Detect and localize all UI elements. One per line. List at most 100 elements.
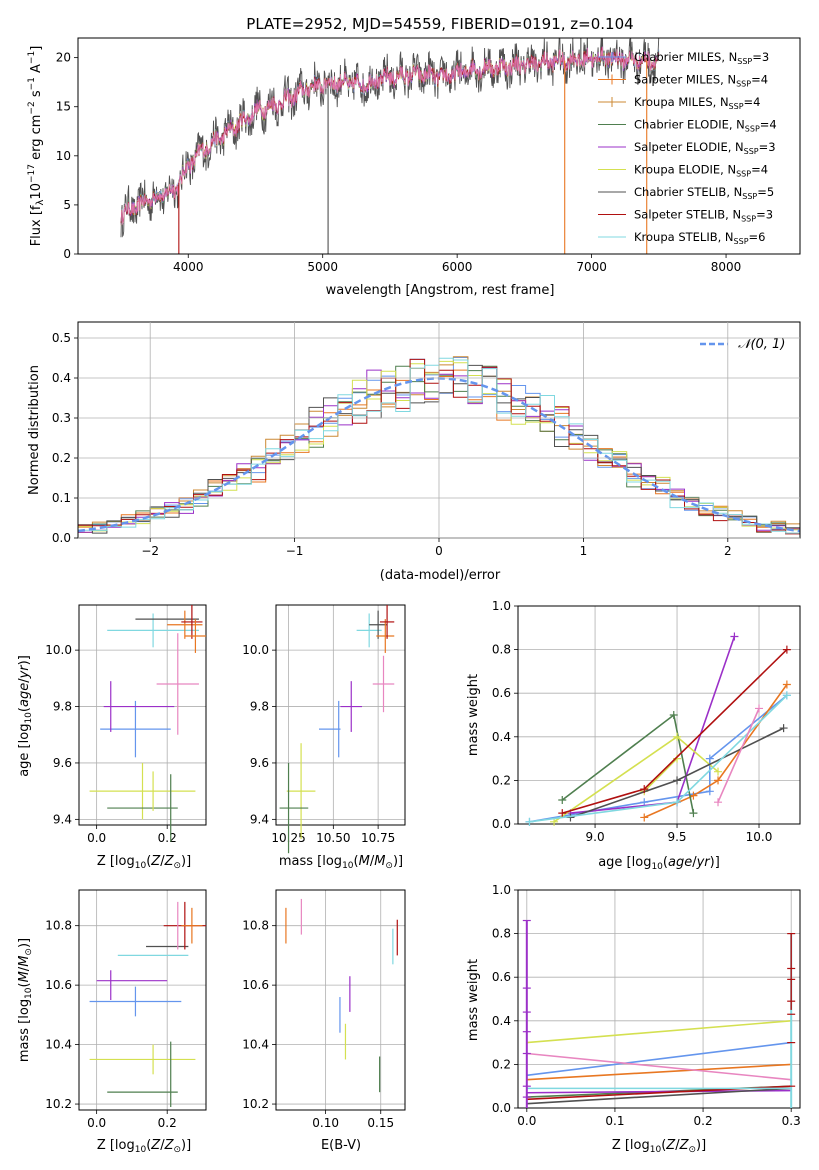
- spectrum-xlabel: wavelength [Angstrom, rest frame]: [326, 283, 555, 298]
- mass-EBV-ytick-label: 10.8: [242, 919, 269, 933]
- mass-Z-frame: [78, 889, 207, 1111]
- legend-marker: [607, 97, 617, 107]
- age-mass-frame: [275, 604, 406, 826]
- age-Z-frame: [78, 604, 207, 826]
- mass-EBV-ytick-label: 10.4: [242, 1038, 269, 1052]
- weight-age-series: [561, 713, 695, 814]
- residuals-xtick-label: −2: [141, 544, 159, 558]
- weight-age-ylabel: mass weight: [466, 674, 481, 756]
- weight-Z-ylabel: mass weight: [466, 959, 481, 1041]
- weight-age-ytick-label: 0.8: [492, 643, 511, 657]
- age-mass-ytick-label: 9.6: [250, 756, 269, 770]
- residuals-xtick-label: 2: [724, 544, 732, 558]
- weight-Z-series: [526, 1052, 792, 1081]
- weight-age-series: [643, 758, 678, 792]
- spectrum-xtick-label: 7000: [576, 260, 607, 274]
- weight-age-frame: [517, 605, 801, 825]
- weight-age-marker: [705, 787, 714, 796]
- mass-EBV-ytick-label: 10.2: [242, 1097, 269, 1111]
- spectrum-xtick-label: 6000: [442, 260, 473, 274]
- weight-Z-ytick-label: 0.2: [492, 1057, 511, 1071]
- residuals-ytick-label: 0.0: [52, 531, 71, 545]
- spectrum-ytick-label: 20: [56, 51, 71, 65]
- age-Z-ylabel: age [log10(age/yr)]: [17, 655, 34, 777]
- residuals-axes: −2 −1 0 1 2 0.0 0.1 0.2 0.3 0.4 0.5: [52, 322, 800, 558]
- age-Z-ytick-label: 9.4: [53, 812, 72, 826]
- spectrum-ytick-label: 15: [56, 100, 71, 114]
- spectrum-xtick-label: 5000: [307, 260, 338, 274]
- spectrum-axes: 4000 5000 6000 7000 8000 0 5 10 15 20: [56, 51, 742, 274]
- age-mass-xlabel: mass [log10(M/M⊙)]: [279, 854, 403, 871]
- mass-Z-ytick-label: 10.8: [45, 919, 72, 933]
- legend-label: Kroupa STELIB, NSSP=6: [634, 230, 765, 246]
- residuals-ytick-label: 0.4: [52, 371, 71, 385]
- weight-age-marker: [755, 704, 764, 713]
- spectrum-title: PLATE=2952, MJD=54559, FIBERID=0191, z=0…: [246, 15, 633, 33]
- spectrum-ylabel: Flux [fλ10−17 erg cm−2 s−1 A−1]: [27, 46, 46, 247]
- weight-Z-series: [526, 1041, 792, 1077]
- weight-age-marker: [782, 680, 791, 689]
- weight-Z-ytick-label: 0.6: [492, 970, 511, 984]
- weight-age-marker: [730, 632, 739, 641]
- legend-label: Kroupa MILES, NSSP=4: [634, 95, 760, 111]
- weight-age-series: [529, 694, 788, 823]
- age-mass-xtick-label: 10.50: [316, 831, 350, 845]
- weight-Z-ytick-label: 0.0: [492, 1101, 511, 1115]
- weight-age-marker: [714, 776, 723, 785]
- weight-Z-xtick-label: 0.2: [694, 1114, 713, 1128]
- mass-Z-xtick-label: 0.0: [87, 1116, 106, 1130]
- spectrum-ytick-label: 10: [56, 149, 71, 163]
- weight-age-marker: [673, 776, 682, 785]
- spectrum-ytick-label: 0: [63, 247, 71, 261]
- spectrum-xtick-label: 4000: [173, 260, 204, 274]
- legend-marker: [607, 52, 617, 62]
- legend-label: Chabrier MILES, NSSP=3: [634, 50, 769, 66]
- weight-age-marker: [640, 813, 649, 822]
- legend-label: Salpeter ELODIE, NSSP=3: [634, 140, 776, 156]
- weight-age-marker: [640, 785, 649, 794]
- weight-age-marker: [558, 809, 567, 818]
- weight-age-marker: [782, 691, 791, 700]
- legend-label: Chabrier STELIB, NSSP=5: [634, 185, 774, 201]
- residuals-ytick-label: 0.2: [52, 451, 71, 465]
- legend-label: Salpeter MILES, NSSP=4: [634, 73, 768, 89]
- weight-age-marker: [714, 798, 723, 807]
- age-Z-ytick-label: 9.6: [53, 756, 72, 770]
- weight-age-marker: [689, 791, 698, 800]
- residuals-ytick-label: 0.3: [52, 411, 71, 425]
- weight-age-marker: [673, 798, 682, 807]
- weight-age-series: [717, 708, 760, 803]
- age-mass-xtick-label: 10.75: [361, 831, 395, 845]
- age-Z-ytick-label: 9.8: [53, 700, 72, 714]
- mass-Z-xlabel: Z [log10(Z/Z⊙)]: [97, 1138, 191, 1155]
- residuals-xtick-label: 1: [580, 544, 588, 558]
- mass-EBV-frame: [275, 889, 406, 1111]
- age-Z-axes: 0.0 0.2 9.4 9.6 9.8 10.0: [45, 605, 206, 845]
- legend-label: Kroupa ELODIE, NSSP=4: [634, 163, 768, 179]
- weight-Z-ytick-label: 1.0: [492, 883, 511, 897]
- weight-age-series: [643, 684, 788, 819]
- spectrum-xtick-label: 8000: [711, 260, 742, 274]
- age-Z-xtick-label: 0.0: [87, 831, 106, 845]
- age-Z-ytick-label: 10.0: [45, 643, 72, 657]
- weight-Z-ytick-label: 0.4: [492, 1014, 511, 1028]
- weight-age-marker: [673, 732, 682, 741]
- residuals-ytick-label: 0.5: [52, 331, 71, 345]
- residuals-xtick-label: −1: [286, 544, 304, 558]
- weight-Z-xlabel: Z [log10(Z/Z⊙)]: [612, 1138, 706, 1155]
- spectrum-ytick-label: 5: [63, 198, 71, 212]
- age-mass-ytick-label: 10.0: [242, 643, 269, 657]
- spectrum-line: [120, 46, 660, 224]
- weight-Z-series: [526, 1020, 792, 1044]
- mass-Z-ytick-label: 10.4: [45, 1038, 72, 1052]
- mass-Z-ytick-label: 10.2: [45, 1097, 72, 1111]
- weight-age-xtick-label: 9.5: [667, 830, 686, 844]
- mass-Z-ylabel: mass [log10(M/M⊙)]: [17, 938, 34, 1062]
- svg-text:𝒩(0, 1): 𝒩(0, 1): [738, 337, 785, 352]
- residuals-legend: 𝒩(0, 1): [700, 337, 785, 352]
- residuals-xtick-label: 0: [435, 544, 443, 558]
- residuals-ytick-label: 0.1: [52, 491, 71, 505]
- age-mass-ytick-label: 9.8: [250, 700, 269, 714]
- spectrum-plot-area: [120, 38, 660, 254]
- residuals-xlabel: (data-model)/error: [380, 568, 501, 583]
